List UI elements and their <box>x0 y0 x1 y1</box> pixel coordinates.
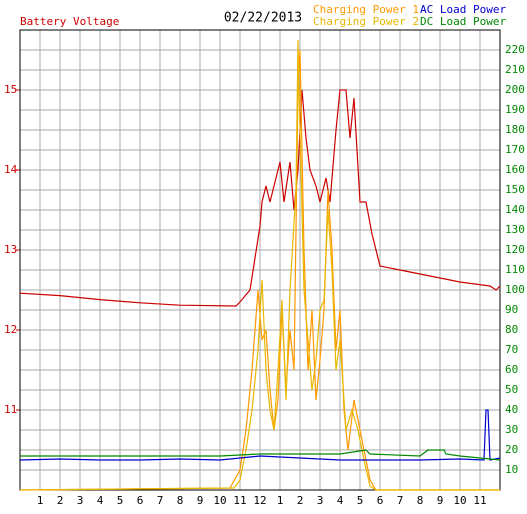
legend-label: Battery Voltage <box>20 15 119 28</box>
y2-tick-label: 70 <box>505 343 518 356</box>
y2-tick-label: 200 <box>505 83 525 96</box>
x-tick-label: 3 <box>77 494 84 507</box>
y2-tick-label: 80 <box>505 323 518 336</box>
x-tick-label: 4 <box>97 494 104 507</box>
x-tick-label: 1 <box>37 494 44 507</box>
y2-tick-label: 170 <box>505 143 525 156</box>
x-tick-label: 9 <box>197 494 204 507</box>
y2-tick-label: 140 <box>505 203 525 216</box>
y2-tick-label: 210 <box>505 63 525 76</box>
y2-tick-label: 220 <box>505 43 525 56</box>
x-tick-label: 1 <box>277 494 284 507</box>
y2-tick-label: 160 <box>505 163 525 176</box>
y-tick-label: 15 <box>4 83 17 96</box>
x-tick-label: 5 <box>357 494 364 507</box>
series-line <box>19 39 500 491</box>
y2-tick-label: 150 <box>505 183 525 196</box>
y2-tick-label: 10 <box>505 463 518 476</box>
legend-label: AC Load Power <box>420 3 506 16</box>
x-tick-label: 5 <box>117 494 124 507</box>
y2-tick-label: 110 <box>505 263 525 276</box>
x-tick-label: 11 <box>233 494 246 507</box>
x-tick-label: 2 <box>57 494 64 507</box>
y2-tick-label: 90 <box>505 303 518 316</box>
y2-tick-label: 50 <box>505 383 518 396</box>
legend-label: Charging Power 2 <box>313 15 419 28</box>
y-tick-label: 12 <box>4 323 17 336</box>
x-tick-label: 6 <box>377 494 384 507</box>
x-tick-label: 11 <box>473 494 486 507</box>
x-tick-label: 10 <box>213 494 226 507</box>
y2-tick-label: 20 <box>505 443 518 456</box>
y2-tick-label: 130 <box>505 223 525 236</box>
y2-tick-label: 120 <box>505 243 525 256</box>
y-tick-label: 11 <box>4 403 17 416</box>
x-tick-label: 10 <box>453 494 466 507</box>
series-line <box>20 449 501 461</box>
legend-label: Charging Power 1 <box>313 3 419 16</box>
x-tick-label: 9 <box>437 494 444 507</box>
y2-tick-label: 100 <box>505 283 525 296</box>
y2-tick-label: 190 <box>505 103 525 116</box>
x-tick-label: 2 <box>297 494 304 507</box>
x-tick-label: 8 <box>177 494 184 507</box>
series-line <box>19 89 501 307</box>
x-tick-label: 3 <box>317 494 324 507</box>
y2-tick-label: 180 <box>505 123 525 136</box>
y2-tick-label: 60 <box>505 363 518 376</box>
chart-title: 02/22/2013 <box>224 11 302 26</box>
y-tick-label: 13 <box>4 243 17 256</box>
y-tick-label: 14 <box>4 163 18 176</box>
series-line <box>19 49 500 491</box>
x-tick-label: 12 <box>253 494 266 507</box>
legend-label: DC Load Power <box>420 15 506 28</box>
y2-tick-label: 40 <box>505 403 518 416</box>
y2-tick-label: 30 <box>505 423 518 436</box>
x-tick-label: 4 <box>337 494 344 507</box>
plot-frame <box>19 29 501 491</box>
x-tick-label: 7 <box>397 494 404 507</box>
series-line <box>19 409 501 461</box>
x-tick-label: 6 <box>137 494 144 507</box>
x-tick-label: 7 <box>157 494 164 507</box>
x-tick-label: 8 <box>417 494 424 507</box>
